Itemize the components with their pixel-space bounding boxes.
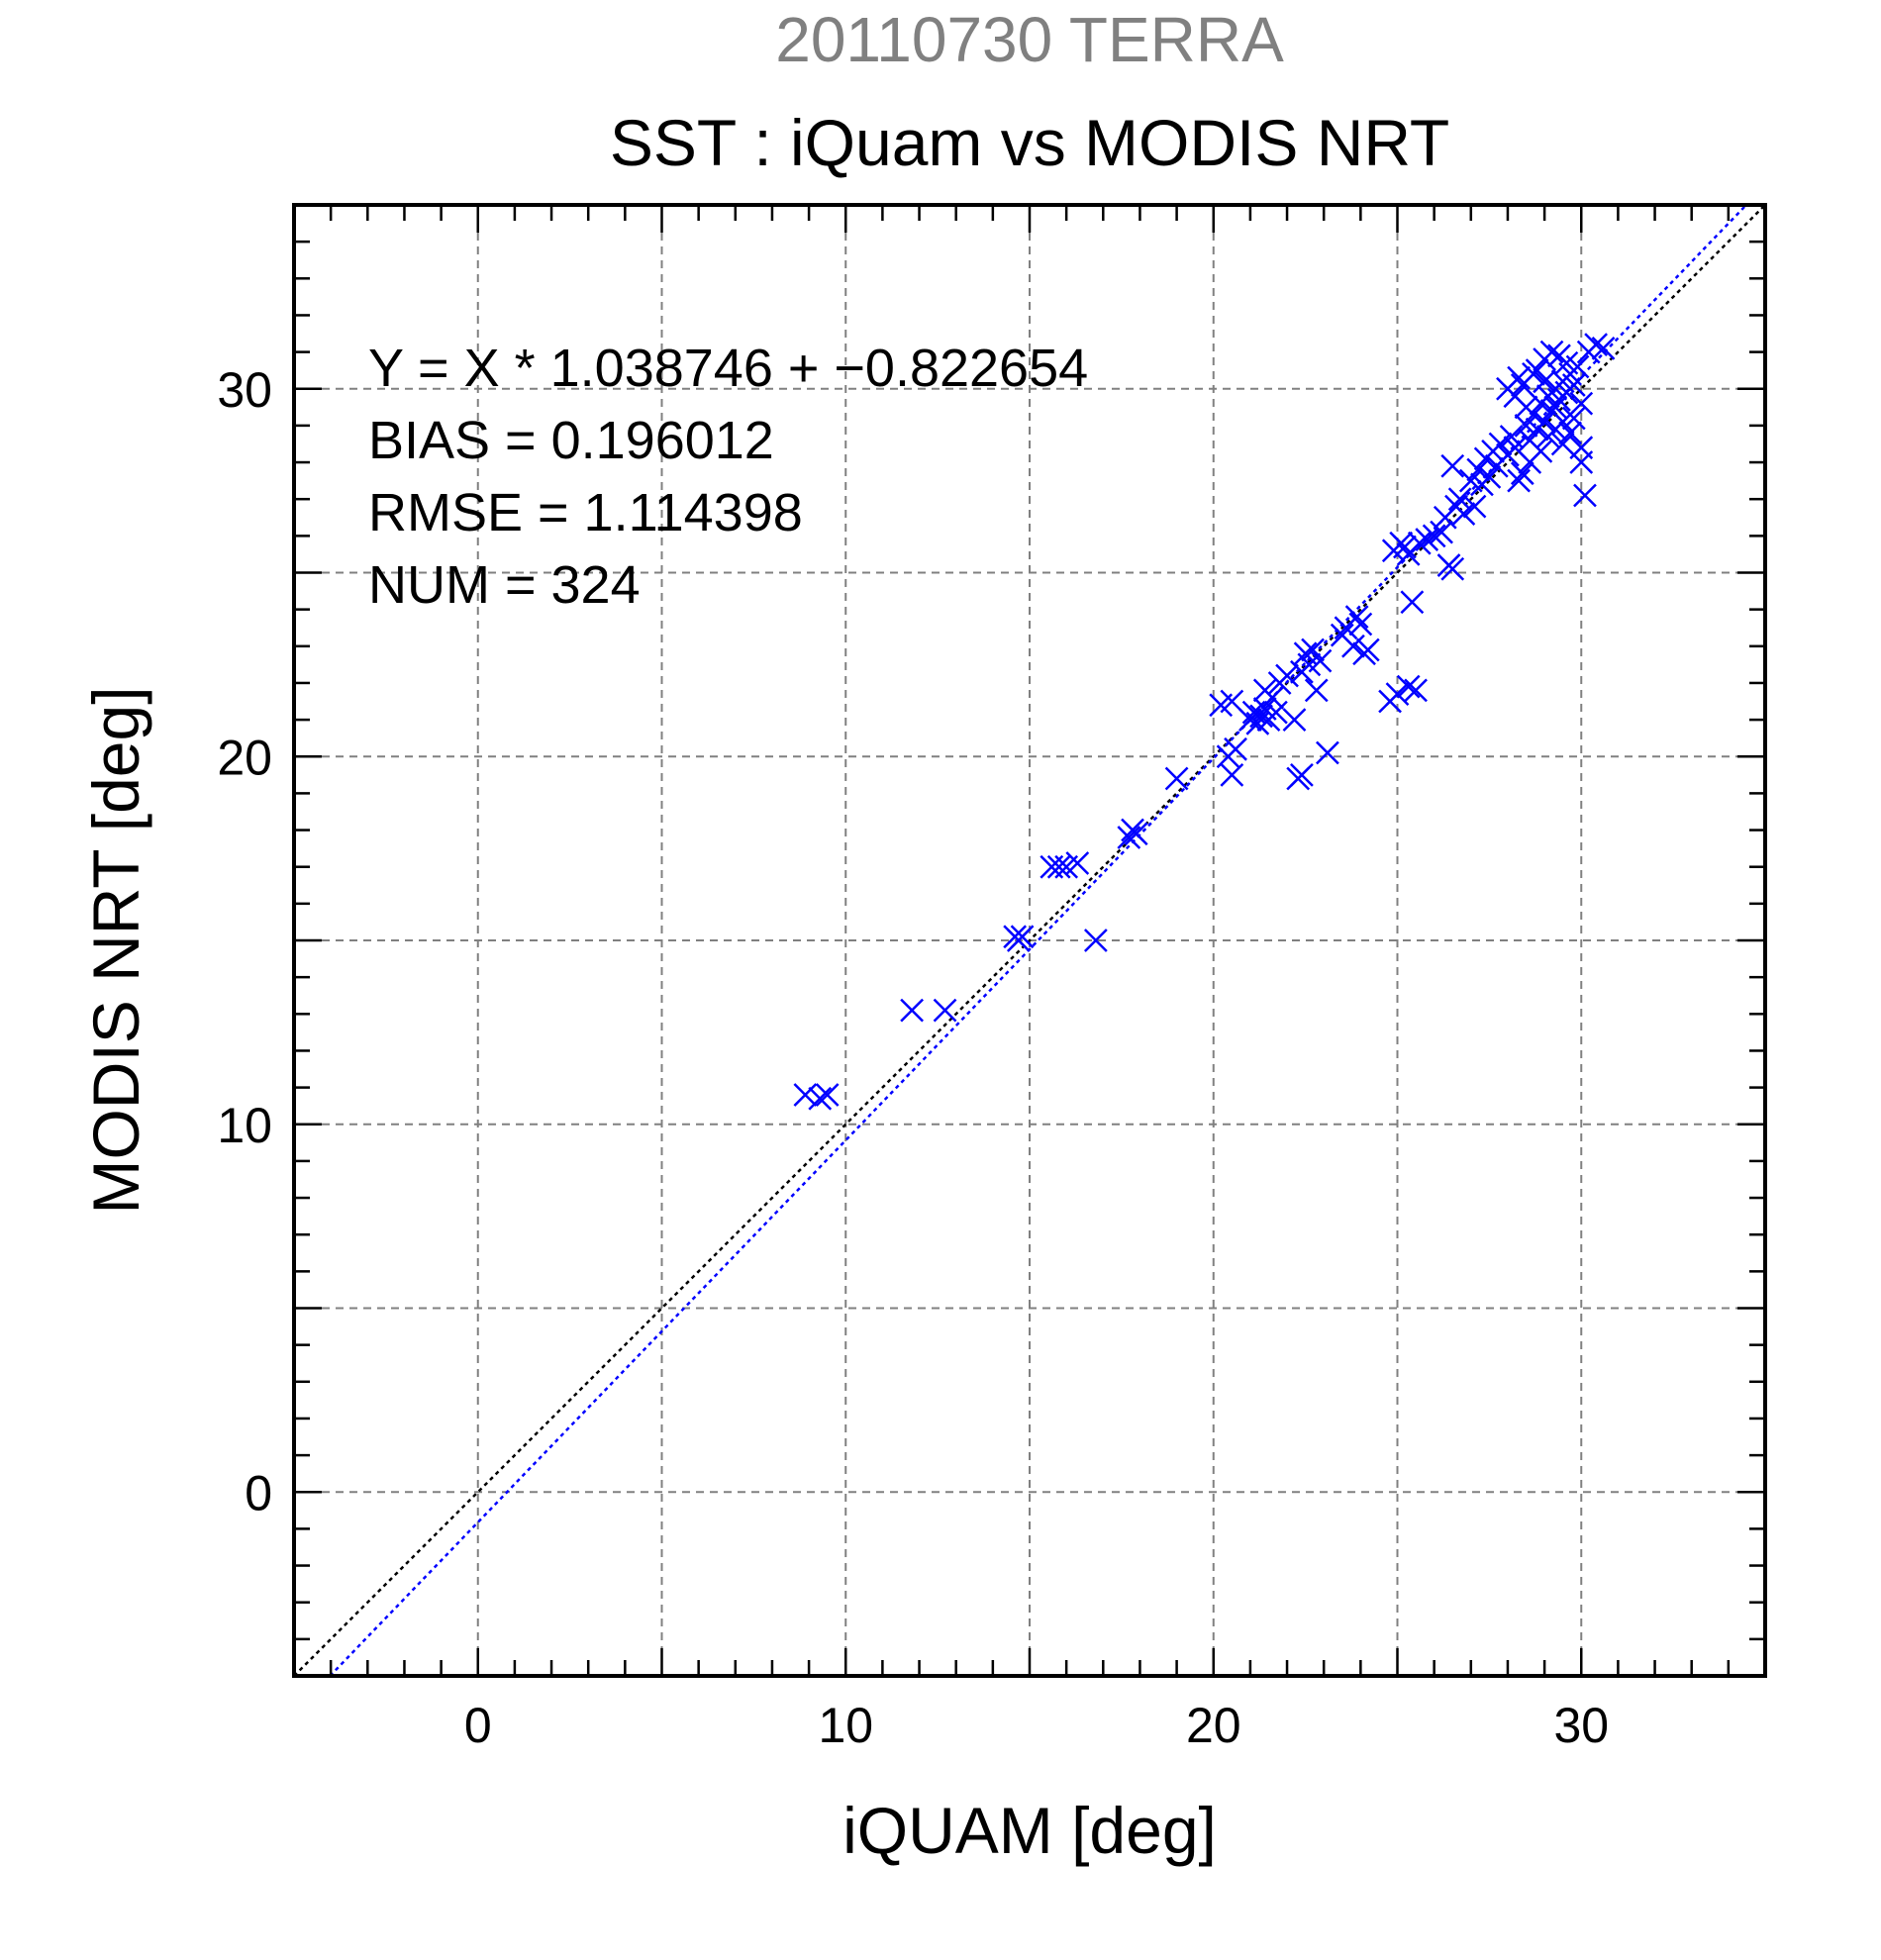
scatter-point: [1561, 373, 1586, 397]
scatter-point: [1308, 648, 1333, 673]
one-to-one-line: [293, 204, 1766, 1677]
scatter-point: [1477, 465, 1502, 489]
scatter-point: [793, 1083, 818, 1107]
scatter-point: [1275, 663, 1299, 688]
scatter-point: [1529, 440, 1553, 463]
scatter-point: [1355, 637, 1380, 662]
scatter-point: [1124, 822, 1148, 846]
tick-labels: 0 10 20 30 0 10 20 30: [217, 362, 1609, 1753]
y-tick-label: 30: [217, 362, 272, 418]
x-tick-label: 0: [464, 1698, 492, 1753]
scatter-point: [1065, 851, 1090, 875]
scatter-point: [1507, 468, 1531, 493]
scatter-point: [1430, 520, 1453, 544]
scatter-point: [1543, 395, 1568, 420]
scatter-point: [1316, 740, 1339, 765]
scatter-point: [1415, 528, 1439, 551]
y-tick-label: 10: [217, 1098, 272, 1153]
scatter-point: [1385, 682, 1410, 706]
scatter-point: [1488, 432, 1513, 456]
scatter-point: [1046, 854, 1071, 879]
y-axis-label: MODIS NRT [deg]: [79, 686, 152, 1214]
y-tick-label: 20: [217, 730, 272, 785]
y-tick-label: 0: [245, 1465, 272, 1520]
scatter-point: [1164, 766, 1189, 791]
scatter-point: [1290, 659, 1314, 684]
scatter-point: [808, 1086, 833, 1111]
x-tick-label: 30: [1553, 1698, 1609, 1753]
scatter-point: [1344, 605, 1369, 629]
scatter-point: [1569, 450, 1594, 474]
scatter-point: [1591, 337, 1616, 360]
scatter-point: [1301, 637, 1325, 662]
scatter-point: [900, 998, 925, 1023]
scatter-point: [1404, 678, 1428, 703]
stats-annotation-line: BIAS = 0.196012: [368, 411, 774, 470]
scatter-point: [1558, 421, 1582, 445]
stats-annotation-line: NUM = 324: [368, 555, 641, 615]
x-axis-label: iQUAM [deg]: [842, 1794, 1217, 1867]
scatter-point: [1330, 623, 1354, 647]
scatter-point: [1396, 674, 1421, 699]
scatter-point: [1249, 704, 1273, 729]
scatter-point: [1466, 457, 1491, 482]
scatter-point: [1252, 678, 1277, 703]
stats-annotation-line: Y = X * 1.038746 + −0.822654: [368, 339, 1088, 398]
scatter-point: [1451, 502, 1476, 526]
scatter-point: [1290, 762, 1314, 787]
scatter-point: [1533, 369, 1556, 394]
scatter-point: [1533, 410, 1556, 435]
scatter-point: [1503, 384, 1528, 409]
scatter-point: [1304, 678, 1329, 703]
scatter-point: [1569, 391, 1594, 416]
scatter-point: [1510, 461, 1534, 486]
scatter-point: [1440, 453, 1465, 478]
scatter-point: [1573, 483, 1597, 508]
scatter-point: [1224, 736, 1247, 761]
scatter-point: [933, 998, 957, 1023]
scatter-point: [1539, 340, 1564, 364]
stats-annotations: Y = X * 1.038746 + −0.822654 BIAS = 0.196…: [368, 339, 1088, 615]
scatter-point: [815, 1083, 840, 1107]
chart-supertitle: 20110730 TERRA: [775, 4, 1284, 75]
scatter-point: [1083, 929, 1108, 952]
scatter-point: [1407, 531, 1432, 555]
scatter-point: [1264, 700, 1288, 725]
points-layer: [793, 333, 1616, 1111]
scatter-point: [1282, 708, 1307, 732]
scatter-point: [1462, 494, 1487, 519]
reference-lines: [293, 204, 1766, 1677]
scatter-point: [1584, 333, 1608, 357]
chart-title: SST : iQuam vs MODIS NRT: [610, 106, 1449, 179]
x-tick-label: 10: [818, 1698, 873, 1753]
scatter-point: [1220, 689, 1244, 714]
scatter-point: [1440, 556, 1465, 581]
plot-frame: [292, 203, 1767, 1678]
scatter-point: [1220, 762, 1244, 787]
scatter-point: [1507, 365, 1531, 390]
scatter-point: [1010, 925, 1035, 949]
x-tick-label: 20: [1186, 1698, 1241, 1753]
scatter-point: [1447, 487, 1472, 512]
scatter-point: [1550, 432, 1575, 456]
scatter-point: [1400, 590, 1425, 615]
scatter-point: [1550, 410, 1575, 435]
scatter-point: [1393, 535, 1417, 559]
scatter-point: [1522, 362, 1545, 386]
scatter-point: [1348, 612, 1373, 637]
scatter-point: [1117, 826, 1141, 849]
scatter-point: [1422, 524, 1446, 548]
scatter-point: [1554, 350, 1579, 375]
stats-annotation-line: RMSE = 1.114398: [368, 483, 803, 542]
